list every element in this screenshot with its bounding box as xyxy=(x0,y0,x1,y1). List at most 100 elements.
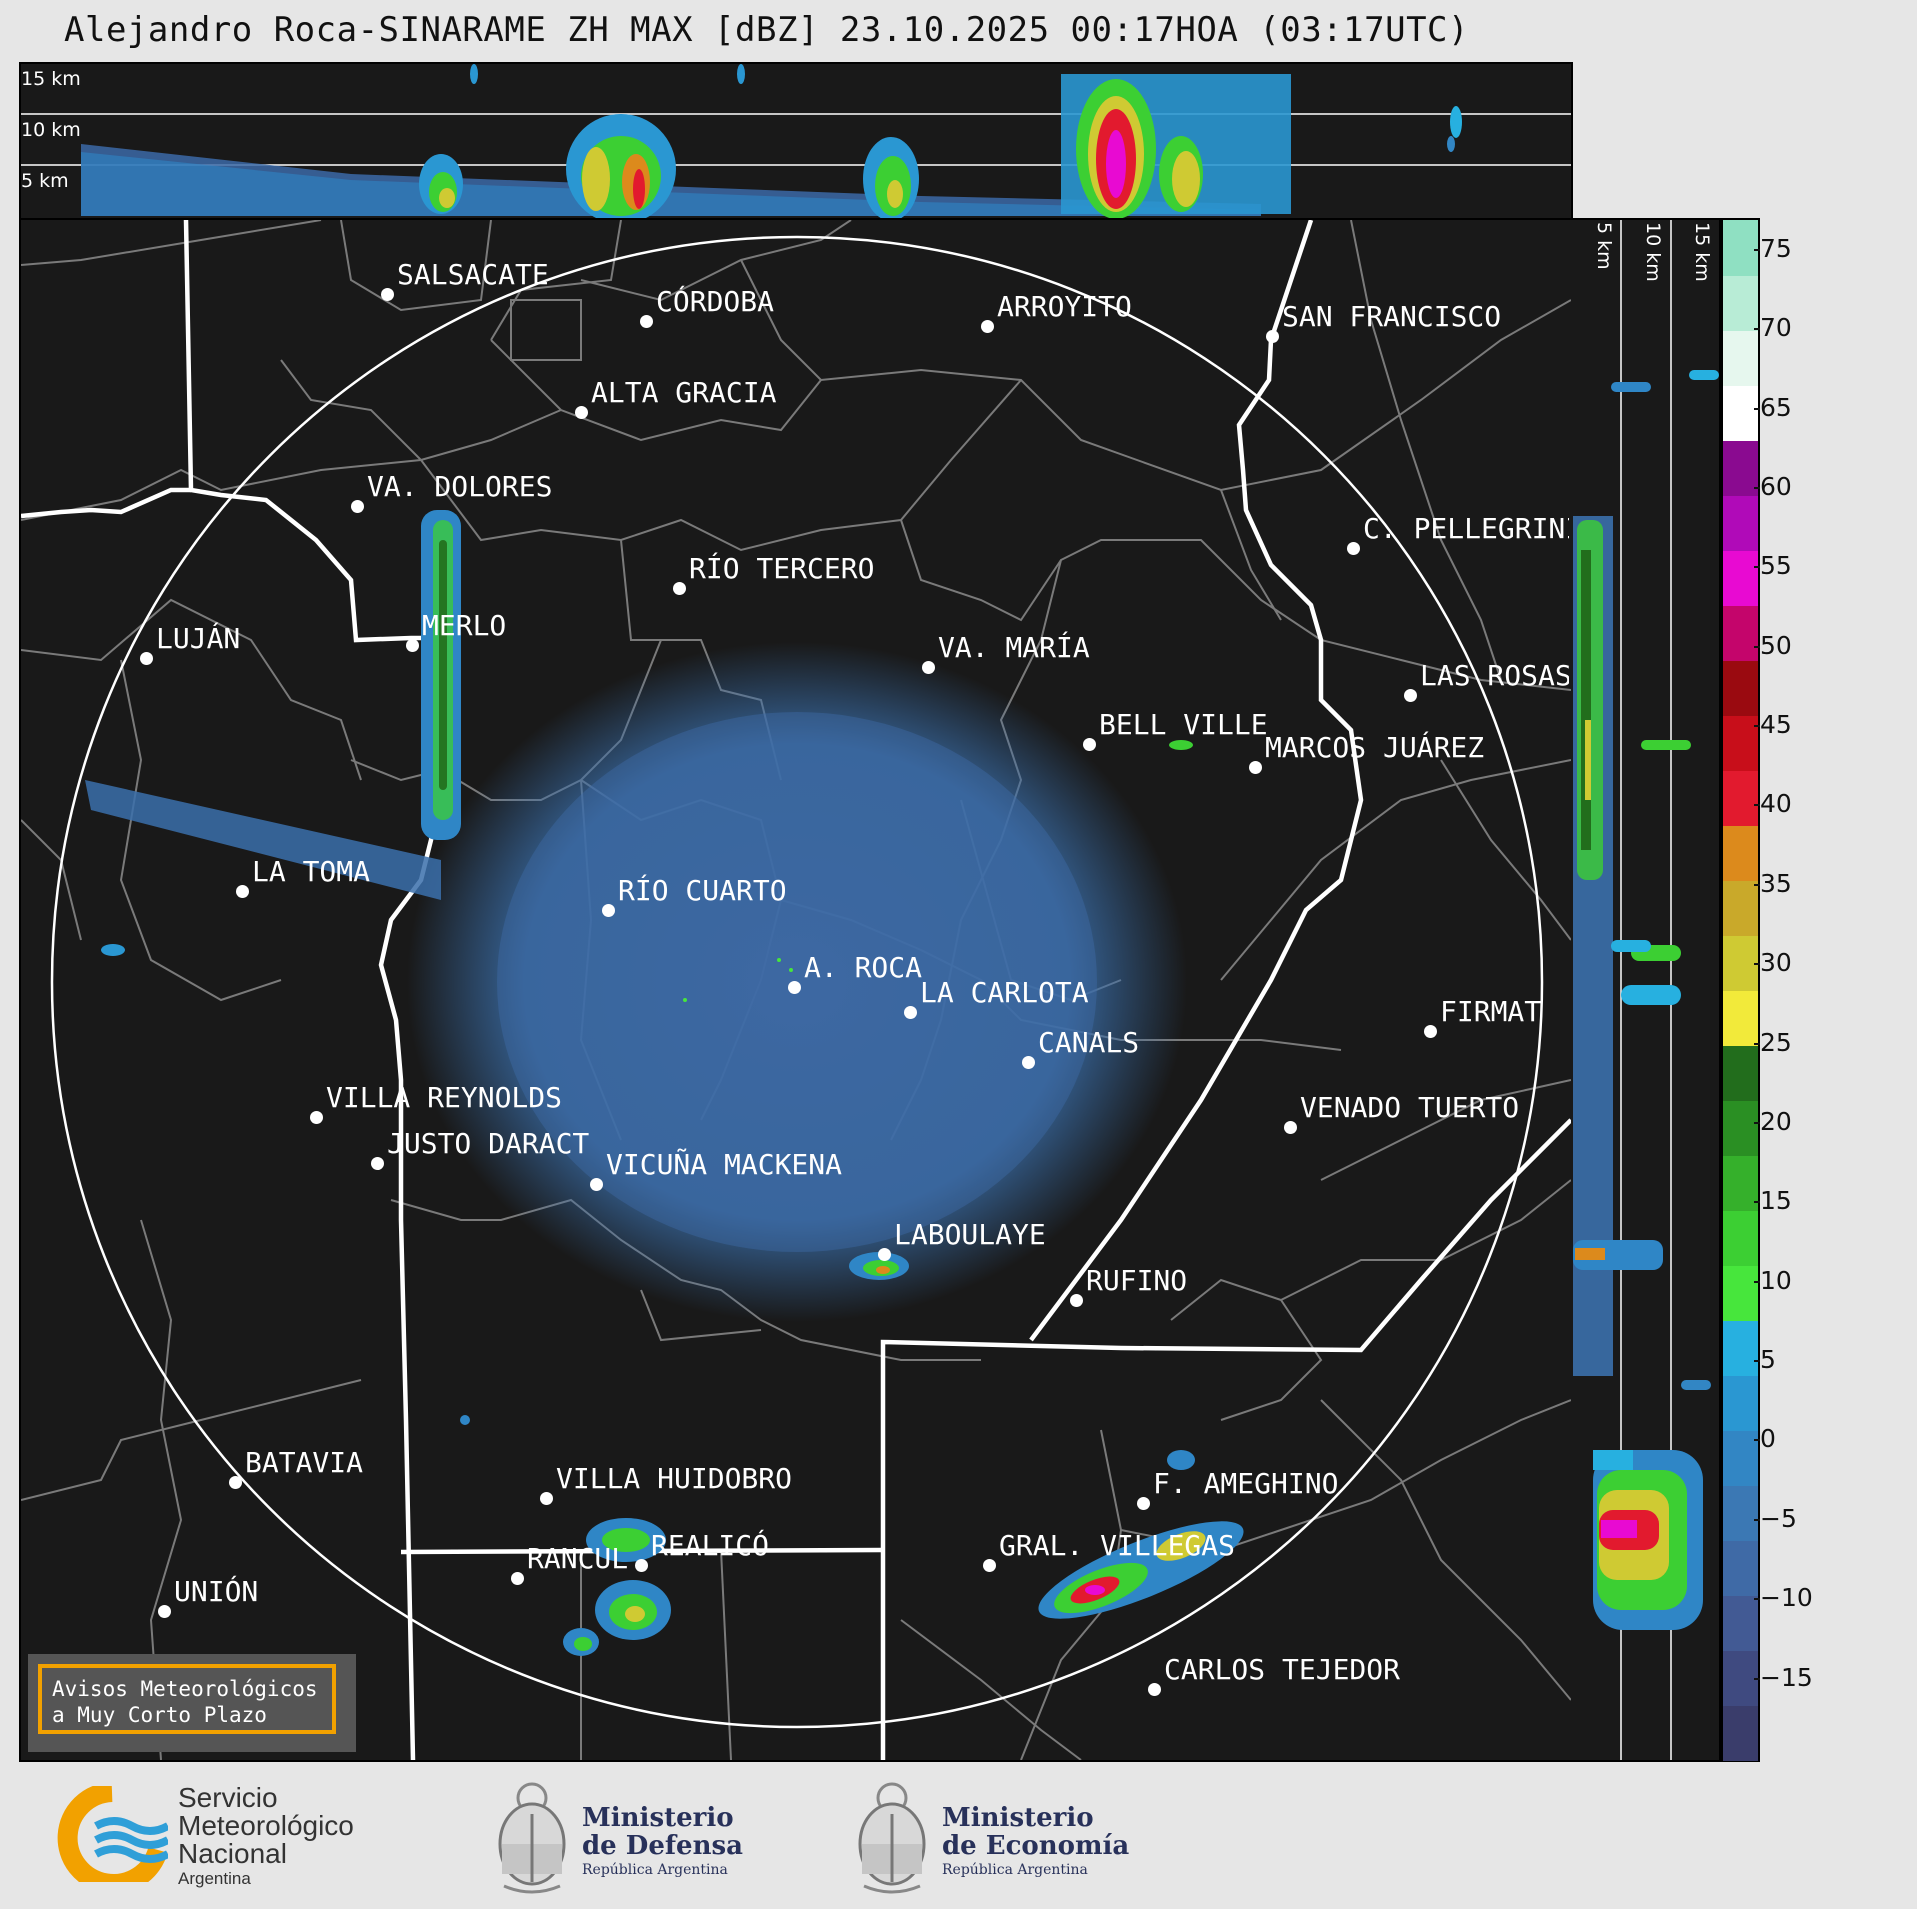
city-label: VILLA HUIDOBRO xyxy=(556,1462,793,1495)
city-label: REALICÓ xyxy=(651,1529,770,1562)
warnings-notice-border: Avisos Meteorológicos a Muy Corto Plazo xyxy=(38,1664,336,1734)
city-marker xyxy=(351,500,364,513)
colorbar-segment xyxy=(1723,440,1758,496)
side-cross-section: 5 km 10 km 15 km xyxy=(1571,218,1721,1762)
side-strip-height-label: 15 km xyxy=(1691,222,1713,282)
city-label: RÍO CUARTO xyxy=(618,874,787,907)
smn-logo-text: Servicio Meteorológico Nacional Argentin… xyxy=(178,1784,354,1890)
city-marker xyxy=(1249,761,1262,774)
city-label: GRAL. VILLEGAS xyxy=(999,1529,1236,1562)
city-marker xyxy=(511,1572,524,1585)
city-marker xyxy=(1266,330,1279,343)
top-cross-section-svg xyxy=(21,64,1571,218)
city-label: A. ROCA xyxy=(804,951,923,984)
colorbar xyxy=(1721,218,1760,1762)
city-marker xyxy=(981,320,994,333)
colorbar-segment xyxy=(1723,715,1758,771)
city-label: VICUÑA MACKENA xyxy=(606,1148,843,1181)
warnings-notice: Avisos Meteorológicos a Muy Corto Plazo xyxy=(28,1654,356,1752)
colorbar-tick-label: 40 xyxy=(1754,789,1792,819)
city-label: RUFINO xyxy=(1086,1264,1188,1297)
side-cross-section-svg xyxy=(1573,220,1719,1760)
colorbar-segment xyxy=(1723,385,1758,441)
colorbar-segment xyxy=(1723,220,1758,276)
city-label: UNIÓN xyxy=(174,1575,259,1608)
economia-logo-text: Ministerio de Economía República Argenti… xyxy=(942,1804,1129,1880)
colorbar-tick-label: 70 xyxy=(1754,313,1792,343)
city-marker xyxy=(575,406,588,419)
economia-logo-line: República Argentina xyxy=(942,1862,1088,1878)
city-label: SAN FRANCISCO xyxy=(1282,300,1502,333)
defensa-logo-line: Ministerio xyxy=(582,1803,734,1833)
city-marker xyxy=(158,1605,171,1618)
top-strip-height-label: 5 km xyxy=(21,170,69,192)
city-marker xyxy=(1137,1497,1150,1510)
radar-echo-rancul-realico xyxy=(563,1518,671,1656)
colorbar-tick-label: 55 xyxy=(1754,551,1792,581)
radar-echo-merlo-line xyxy=(421,510,461,840)
colorbar-segment xyxy=(1723,1375,1758,1431)
city-marker xyxy=(140,652,153,665)
colorbar-segment xyxy=(1723,660,1758,716)
colorbar-segment xyxy=(1723,1650,1758,1706)
city-label: CARLOS TEJEDOR xyxy=(1164,1653,1401,1686)
colorbar-segment xyxy=(1723,1705,1758,1761)
top-strip-height-label: 10 km xyxy=(21,119,81,141)
city-marker xyxy=(540,1492,553,1505)
colorbar-segment xyxy=(1723,825,1758,881)
colorbar-segment xyxy=(1723,770,1758,826)
colorbar-segment xyxy=(1723,935,1758,991)
top-strip-cell xyxy=(1061,74,1291,218)
city-marker xyxy=(236,885,249,898)
city-marker xyxy=(635,1559,648,1572)
city-marker xyxy=(590,1178,603,1191)
city-marker xyxy=(1070,1294,1083,1307)
top-strip-height-label: 15 km xyxy=(21,68,81,90)
radar-echo-villegas xyxy=(1038,1450,1244,1619)
city-label: RÍO TERCERO xyxy=(689,552,875,585)
colorbar-segment xyxy=(1723,550,1758,606)
city-marker xyxy=(673,582,686,595)
map-title: Alejandro Roca-SINARAME ZH MAX [dBZ] 23.… xyxy=(64,10,1469,50)
colorbar-segment xyxy=(1723,1210,1758,1266)
city-label: BATAVIA xyxy=(245,1446,364,1479)
colorbar-tick-label: 35 xyxy=(1754,868,1792,898)
smn-logo xyxy=(56,1782,170,1894)
colorbar-segment xyxy=(1723,1320,1758,1376)
top-strip-cell xyxy=(863,137,919,218)
colorbar-tick-label: 5 xyxy=(1754,1345,1776,1375)
coat-of-arms-icon xyxy=(494,1774,570,1898)
colorbar-tick-label: 75 xyxy=(1754,233,1792,263)
colorbar-tick-label: 25 xyxy=(1754,1027,1792,1057)
colorbar-tick-label: −10 xyxy=(1754,1583,1813,1613)
city-marker xyxy=(1424,1025,1437,1038)
top-strip-cell xyxy=(419,154,463,214)
defensa-logo-line: de Defensa xyxy=(582,1831,743,1861)
coat-of-arms-icon xyxy=(854,1774,930,1898)
city-marker xyxy=(381,288,394,301)
city-label: JUSTO DARACT xyxy=(387,1127,590,1160)
city-label: CÓRDOBA xyxy=(656,285,775,318)
city-marker xyxy=(229,1476,242,1489)
smn-logo-line: Servicio xyxy=(178,1782,278,1813)
defensa-logo-line: República Argentina xyxy=(582,1862,728,1878)
range-ring xyxy=(50,235,1544,1729)
colorbar-segment xyxy=(1723,990,1758,1046)
city-label: ALTA GRACIA xyxy=(591,376,777,409)
city-label: VA. MARÍA xyxy=(938,631,1090,664)
city-marker xyxy=(1284,1121,1297,1134)
radar-echo-laboulaye xyxy=(849,1252,909,1280)
colorbar-segment xyxy=(1723,605,1758,661)
city-marker xyxy=(1022,1056,1035,1069)
radar-echo-bell-ville xyxy=(1169,740,1193,750)
city-marker xyxy=(878,1248,891,1261)
city-marker xyxy=(1148,1683,1161,1696)
colorbar-segment xyxy=(1723,1485,1758,1541)
city-label: CANALS xyxy=(1038,1026,1140,1059)
side-strip-height-label: 10 km xyxy=(1642,222,1664,282)
city-label: MERLO xyxy=(422,609,507,642)
city-marker xyxy=(406,639,419,652)
top-strip-cell xyxy=(566,114,676,218)
city-marker xyxy=(640,315,653,328)
radar-echo xyxy=(460,1415,470,1425)
